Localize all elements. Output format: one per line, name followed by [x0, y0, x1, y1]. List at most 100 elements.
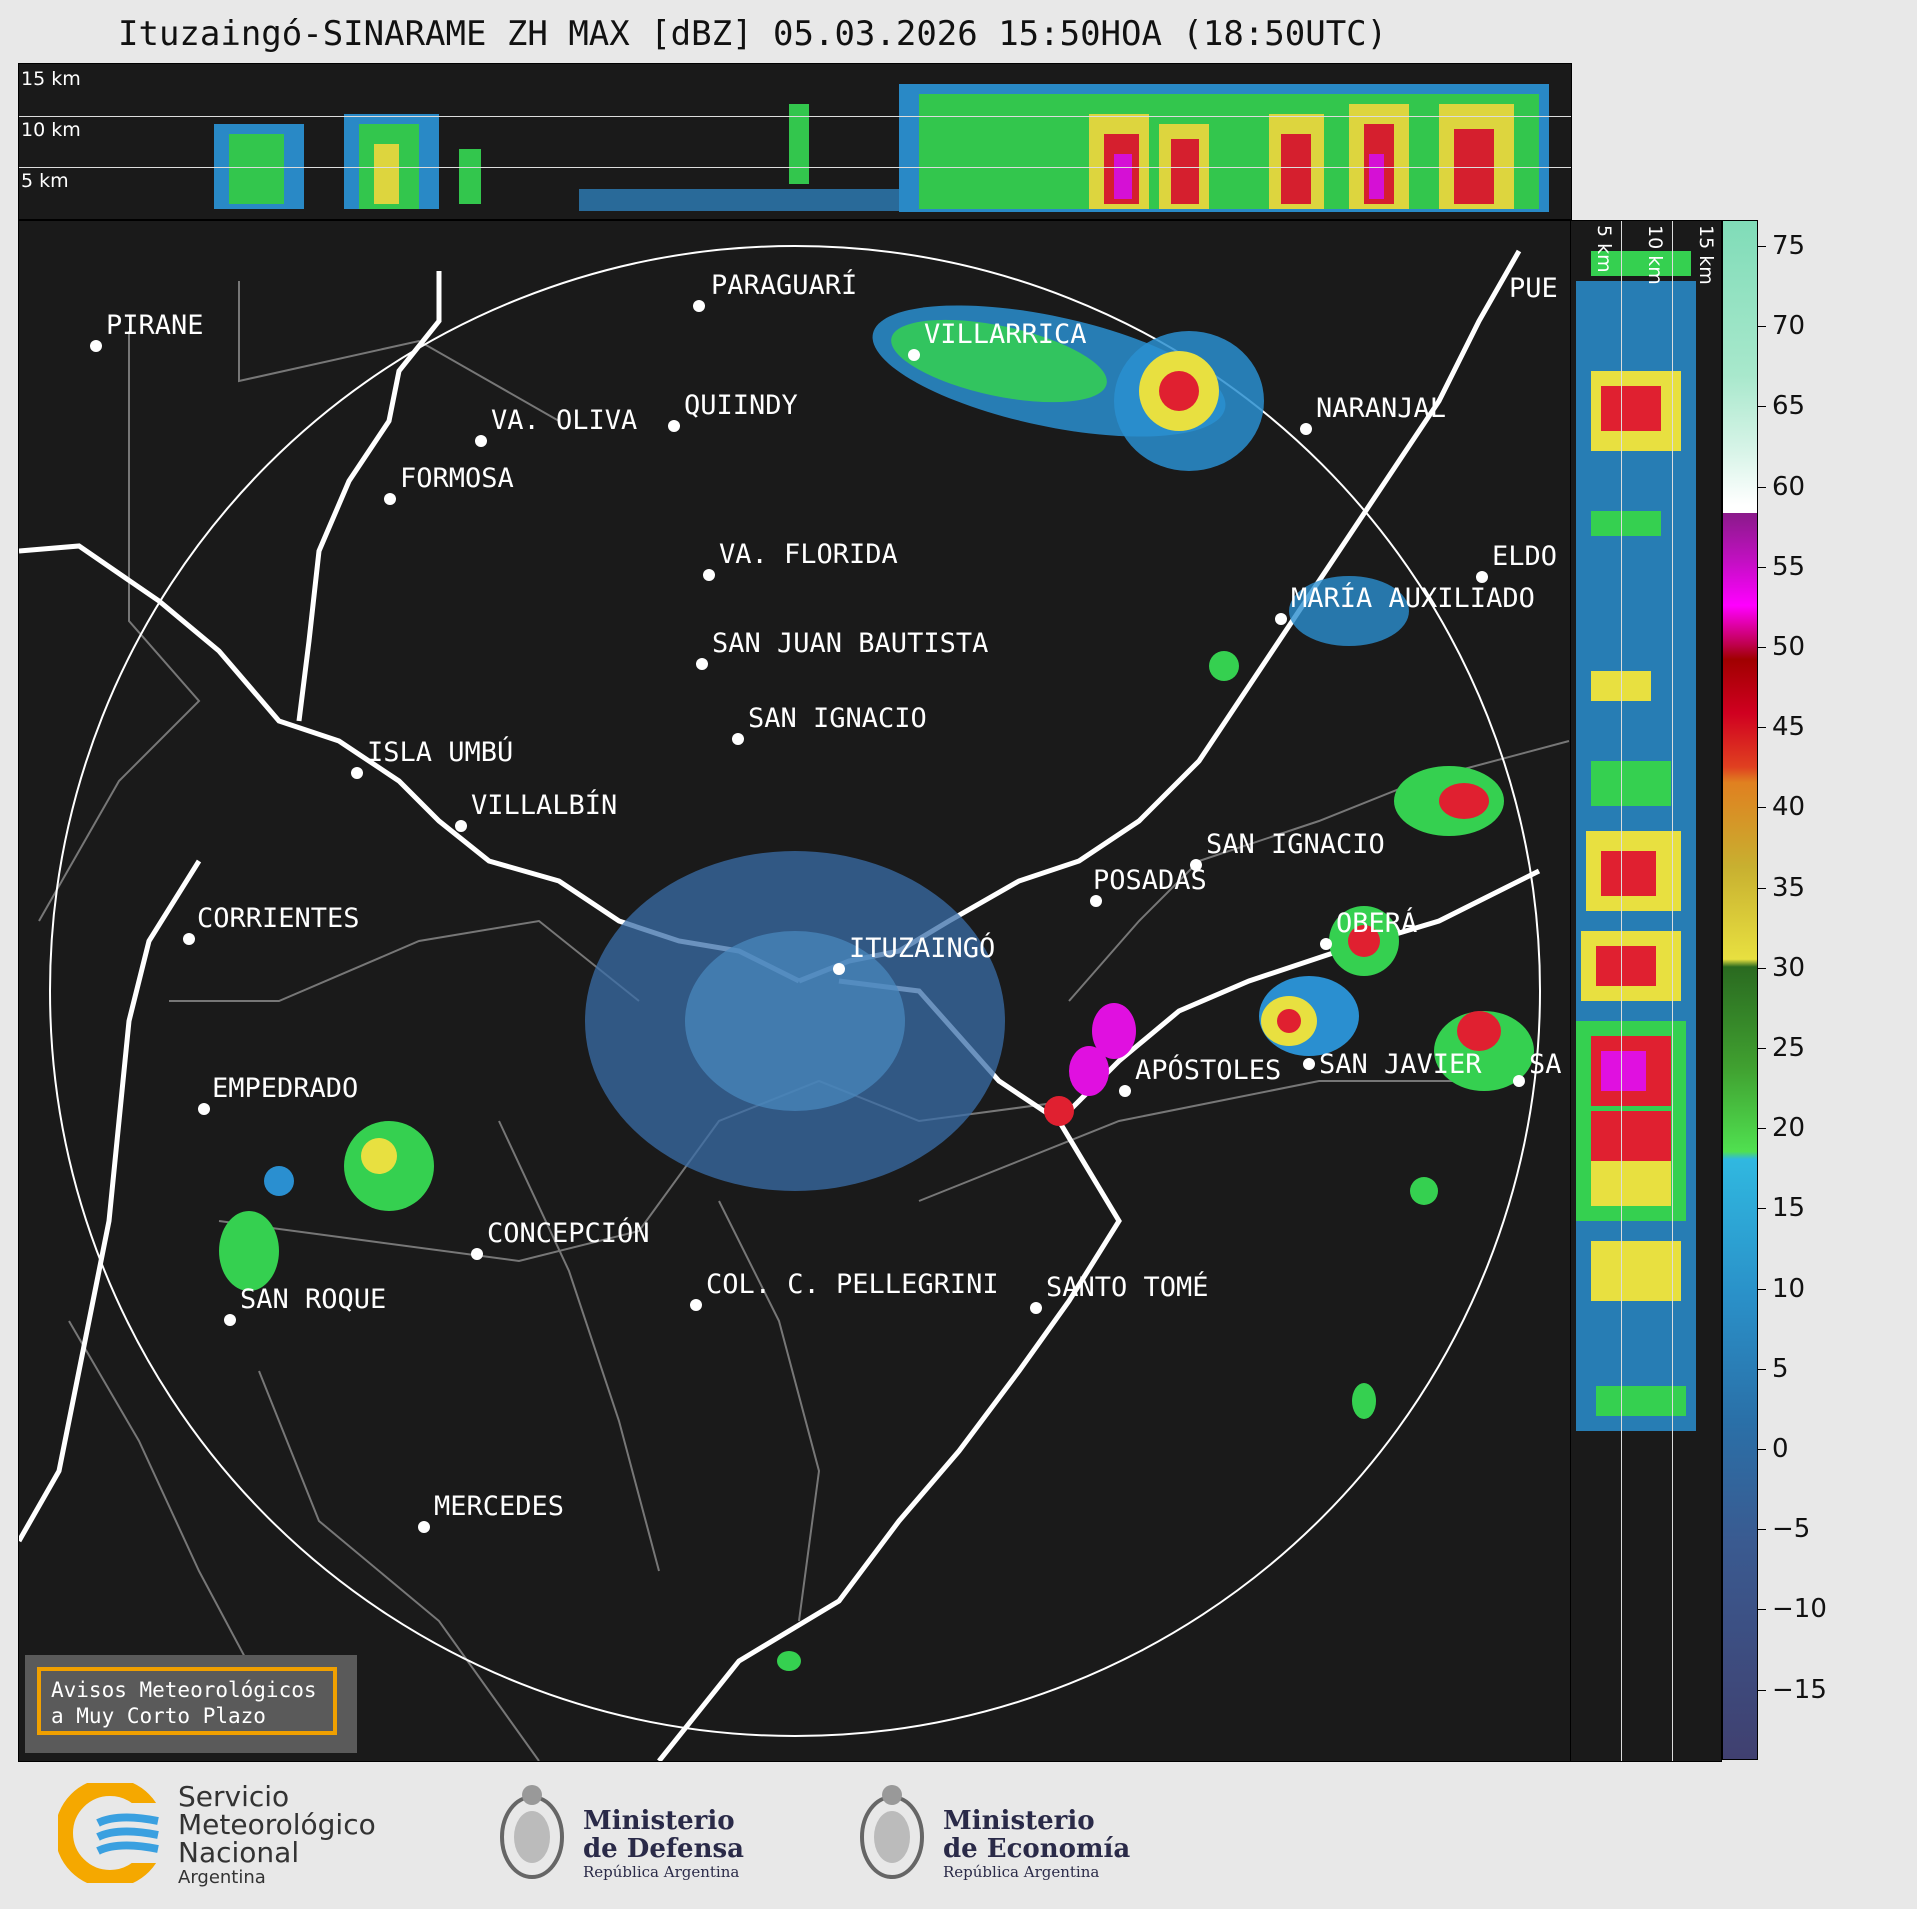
city-label-col-pellegrini: COL. C. PELLEGRINI: [706, 1269, 999, 1300]
smn-logo: Servicio Meteorológico Nacional Argentin…: [58, 1783, 388, 1893]
colorbar-tick: [1758, 1529, 1766, 1530]
city-dot-mercedes: [418, 1521, 430, 1533]
colorbar-tick-label: 10: [1772, 1274, 1806, 1304]
colorbar-tick: [1758, 1128, 1766, 1129]
city-dot-pirane: [90, 340, 102, 352]
city-dot-eldo: [1476, 571, 1488, 583]
colorbar-tick: [1758, 727, 1766, 728]
city-dot-quiindy: [668, 420, 680, 432]
colorbar-tick-label: 25: [1772, 1033, 1806, 1063]
colorbar-tick-label: 20: [1772, 1113, 1806, 1143]
defensa-seal-icon: [500, 1785, 564, 1879]
city-label-va-oliva: VA. OLIVA: [491, 405, 637, 436]
city-label-corrientes: CORRIENTES: [197, 903, 360, 934]
city-label-paraguari: PARAGUARÍ: [711, 269, 857, 301]
city-label-eldo: ELDO: [1492, 541, 1557, 572]
colorbar-tick-label: 55: [1772, 552, 1806, 582]
colorbar-tick: [1758, 807, 1766, 808]
colorbar-tick: [1758, 1609, 1766, 1610]
city-label-villarrica: VILLARRICA: [924, 319, 1087, 350]
colorbar-tick: [1758, 1369, 1766, 1370]
city-dot-maria-auxiliadora: [1275, 613, 1287, 625]
defensa-line1: Ministerio: [583, 1806, 735, 1836]
notice-box[interactable]: Avisos Meteorológicos a Muy Corto Plazo: [25, 1655, 357, 1753]
city-dot-san-ignacio-py: [732, 733, 744, 745]
colorbar-tick-label: 0: [1772, 1434, 1789, 1464]
colorbar-tick: [1758, 1690, 1766, 1691]
city-markers: PARAGUARÍ PIRANE VILLARRICA QUIINDY VA. …: [90, 269, 1562, 1533]
city-label-ituzaingo: ITUZAINGÓ: [849, 932, 995, 964]
city-label-quiindy: QUIINDY: [684, 390, 798, 421]
city-label-apostoles: APÓSTOLES: [1135, 1054, 1281, 1086]
colorbar-tick: [1758, 246, 1766, 247]
city-label-santo-tome: SANTO TOMÉ: [1046, 1271, 1209, 1303]
right-cross-section: 5 km 10 km 15 km: [1570, 220, 1722, 1762]
vertical-label-5km: 5 km: [1593, 225, 1615, 273]
colorbar-tick: [1758, 1289, 1766, 1290]
city-label-san-ignacio-ar: SAN IGNACIO: [1206, 829, 1385, 860]
colorbar-tick-label: 60: [1772, 472, 1806, 502]
colorbar-tick-label: 75: [1772, 231, 1806, 261]
city-dot-sa: [1513, 1075, 1525, 1087]
city-dot-ituzaingo: [833, 963, 845, 975]
city-dot-san-juan-bautista: [696, 658, 708, 670]
colorbar-tick-label: 5: [1772, 1354, 1789, 1384]
city-label-pirane: PIRANE: [106, 310, 204, 341]
colorbar-tick: [1758, 1449, 1766, 1450]
economia-logo: Ministerio de Economía República Argenti…: [855, 1775, 1145, 1895]
height-line-5km: [19, 167, 1571, 168]
city-dot-formosa: [384, 493, 396, 505]
city-label-posadas: POSADAS: [1093, 865, 1207, 896]
colorbar-tick: [1758, 326, 1766, 327]
colorbar: [1722, 220, 1758, 1760]
city-dot-villalbin: [455, 820, 467, 832]
city-label-va-florida: VA. FLORIDA: [719, 539, 898, 570]
city-dot-naranjal: [1300, 423, 1312, 435]
right-cross-section-echoes: [1576, 251, 1696, 1431]
city-label-isla-umbu: ISLA UMBÚ: [367, 736, 513, 768]
radar-map: PARAGUARÍ PIRANE VILLARRICA QUIINDY VA. …: [18, 220, 1572, 1762]
city-dot-san-ignacio-ar: [1190, 859, 1202, 871]
notice-line2: a Muy Corto Plazo: [51, 1704, 266, 1728]
defensa-line2: de Defensa: [583, 1834, 744, 1864]
defensa-logo: Ministerio de Defensa República Argentin…: [495, 1775, 755, 1895]
height-label-5km: 5 km: [21, 170, 69, 192]
city-label-san-ignacio-py: SAN IGNACIO: [748, 703, 927, 734]
city-label-naranjal: NARANJAL: [1316, 393, 1446, 424]
city-dot-isla-umbu: [351, 767, 363, 779]
city-label-san-juan-bautista: SAN JUAN BAUTISTA: [712, 628, 988, 659]
economia-line2: de Economía: [943, 1834, 1131, 1864]
notice-border: Avisos Meteorológicos a Muy Corto Plazo: [37, 1667, 337, 1735]
city-dot-san-javier: [1303, 1058, 1315, 1070]
colorbar-tick-label: −5: [1772, 1514, 1811, 1544]
height-label-10km: 10 km: [21, 119, 81, 141]
city-label-villalbin: VILLALBÍN: [471, 789, 617, 821]
colorbar-tick-label: −15: [1772, 1675, 1827, 1705]
economia-line3: República Argentina: [943, 1863, 1100, 1881]
city-label-formosa: FORMOSA: [400, 463, 514, 494]
colorbar-tick: [1758, 888, 1766, 889]
city-dot-va-oliva: [475, 435, 487, 447]
smn-line3: Nacional: [178, 1836, 300, 1869]
city-dot-paraguari: [693, 300, 705, 312]
colorbar-tick: [1758, 968, 1766, 969]
city-dot-apostoles: [1119, 1085, 1131, 1097]
city-label-sa: SA: [1529, 1049, 1562, 1080]
storm-cells: [219, 305, 1534, 1671]
top-cross-section: 15 km 10 km 5 km: [18, 63, 1572, 220]
page-title: Ituzaingó-SINARAME ZH MAX [dBZ] 05.03.20…: [118, 14, 1388, 54]
city-dot-concepcion: [471, 1248, 483, 1260]
city-dot-villarrica: [908, 349, 920, 361]
city-label-pue: PUE: [1509, 273, 1558, 304]
defensa-line3: República Argentina: [583, 1863, 740, 1881]
radar-clutter: [585, 851, 1005, 1191]
city-label-mercedes: MERCEDES: [434, 1491, 564, 1522]
smn-logo-icon: [58, 1783, 168, 1883]
city-dot-va-florida: [703, 569, 715, 581]
colorbar-tick: [1758, 1208, 1766, 1209]
city-label-empedrado: EMPEDRADO: [212, 1073, 358, 1104]
colorbar-tick-label: 65: [1772, 391, 1806, 421]
city-dot-empedrado: [198, 1103, 210, 1115]
height-label-15km: 15 km: [21, 68, 81, 90]
range-ring: [49, 245, 1541, 1737]
